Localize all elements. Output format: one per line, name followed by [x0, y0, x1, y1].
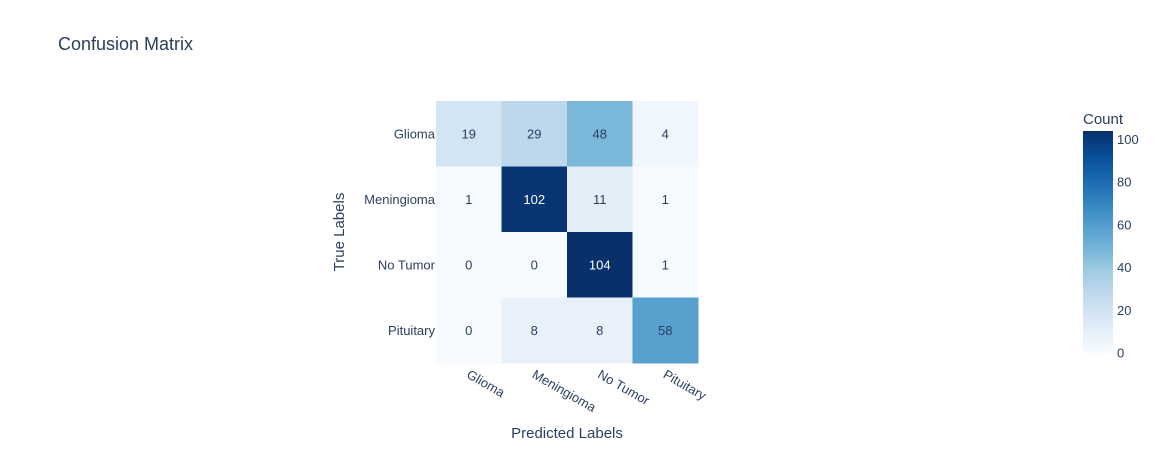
cell-value-label-no-tumor-no-tumor: 104 — [589, 257, 611, 272]
y-tick-label-pituitary: Pituitary — [388, 323, 435, 338]
cell-value-label-no-tumor-pituitary: 1 — [662, 257, 669, 272]
colorbar-tick-60: 60 — [1117, 217, 1131, 232]
cell-value-label-pituitary-meningioma: 8 — [531, 323, 538, 338]
cell-value-label-no-tumor-meningioma: 0 — [531, 257, 538, 272]
heatmap-cell-glioma-glioma — [436, 101, 502, 167]
heatmap-cell-no-tumor-meningioma — [501, 232, 568, 298]
cell-value-label-pituitary-no-tumor: 8 — [596, 323, 603, 338]
colorbar-tick-labels: 0 20 40 60 80 100 — [1117, 132, 1139, 360]
colorbar-tick-20: 20 — [1117, 303, 1131, 318]
chart-title: Confusion Matrix — [58, 34, 193, 54]
heatmap-cell-meningioma-no-tumor — [567, 166, 633, 233]
colorbar-tick-0: 0 — [1117, 346, 1124, 361]
heatmap-cell-no-tumor-pituitary — [632, 232, 699, 298]
heatmap-cell-meningioma-pituitary — [632, 166, 699, 233]
y-tick-label-meningioma: Meningioma — [364, 192, 436, 207]
heatmap-cell-glioma-pituitary — [632, 101, 699, 167]
cell-value-label-meningioma-no-tumor: 11 — [593, 192, 607, 207]
cell-value-label-meningioma-meningioma: 102 — [523, 192, 545, 207]
y-axis-tick-labels: Glioma Meningioma No Tumor Pituitary — [364, 126, 436, 338]
heatmap-cell-pituitary-meningioma — [501, 297, 568, 364]
heatmap-cell-glioma-meningioma — [501, 101, 568, 167]
heatmap-cell-meningioma-meningioma — [501, 166, 568, 233]
heatmap-cell-no-tumor-glioma — [436, 232, 502, 298]
colorbar-tick-100: 100 — [1117, 132, 1139, 147]
colorbar-title: Count — [1083, 111, 1124, 128]
x-tick-label-glioma: Glioma — [464, 367, 508, 401]
colorbar-tick-80: 80 — [1117, 175, 1131, 190]
heatmap-cell-meningioma-glioma — [436, 166, 502, 233]
heatmap-cell-no-tumor-no-tumor — [567, 232, 633, 298]
cell-value-label-meningioma-glioma: 1 — [465, 192, 472, 207]
colorbar-gradient — [1083, 131, 1113, 353]
heatmap-cells: 19 29 48 41 102 11 10 0 104 10 8 8 58 — [436, 101, 699, 364]
heatmap-cell-pituitary-glioma — [436, 297, 502, 364]
cell-value-label-no-tumor-glioma: 0 — [465, 257, 472, 272]
cell-value-label-glioma-pituitary: 4 — [662, 126, 669, 141]
y-tick-label-glioma: Glioma — [394, 126, 436, 141]
heatmap-cell-pituitary-no-tumor — [567, 297, 633, 364]
cell-value-label-glioma-meningioma: 29 — [527, 126, 541, 141]
colorbar-tick-40: 40 — [1117, 260, 1131, 275]
x-tick-label-meningioma: Meningioma — [530, 367, 599, 416]
y-tick-label-no-tumor: No Tumor — [378, 257, 436, 272]
cell-value-label-glioma-glioma: 19 — [462, 126, 476, 141]
cell-value-label-pituitary-pituitary: 58 — [658, 323, 672, 338]
colorbar: Count 0 20 40 60 80 100 — [1083, 111, 1139, 361]
heatmap-cell-pituitary-pituitary — [632, 297, 699, 364]
x-axis-title: Predicted Labels — [511, 425, 623, 442]
cell-value-label-glioma-no-tumor: 48 — [593, 126, 607, 141]
cell-value-label-pituitary-glioma: 0 — [465, 323, 472, 338]
cell-value-label-meningioma-pituitary: 1 — [662, 192, 669, 207]
x-tick-label-pituitary: Pituitary — [661, 367, 710, 404]
y-axis-title: True Labels — [331, 193, 348, 272]
x-tick-label-no-tumor: No Tumor — [595, 367, 653, 409]
heatmap-cell-glioma-no-tumor — [567, 101, 633, 167]
